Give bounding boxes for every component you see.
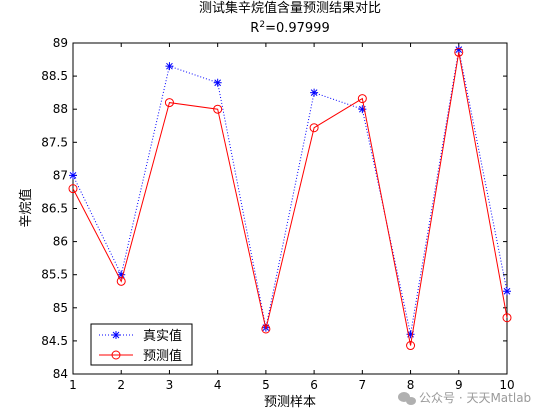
x-tick-label: 4 — [214, 378, 222, 392]
x-tick-label: 5 — [262, 378, 270, 392]
data-point-circle — [164, 98, 174, 108]
subtitle-superscript: 2 — [259, 20, 265, 30]
data-point-circle — [357, 94, 367, 104]
y-tick-label: 84.5 — [41, 334, 68, 348]
data-point-circle — [68, 184, 78, 194]
x-tick-label: 10 — [499, 378, 514, 392]
data-point-circle — [309, 123, 319, 133]
y-tick-label: 86.5 — [41, 202, 68, 216]
subtitle-value: =0.97999 — [265, 21, 330, 36]
data-point-circle — [502, 313, 512, 323]
watermark: 公众号 · 天天Matlab — [398, 391, 531, 405]
x-axis-ticks: 1 2 3 4 5 6 7 8 9 10 — [69, 43, 515, 392]
data-point-asterisk — [165, 62, 174, 71]
data-point-asterisk — [69, 171, 77, 180]
legend: 真实值 预测值 — [90, 323, 193, 366]
legend-label-pred: 预测值 — [143, 348, 182, 364]
data-point-circle — [261, 324, 271, 334]
y-tick-label: 86 — [53, 235, 68, 249]
chart-subtitle: R2=0.97999 — [250, 20, 329, 36]
data-point-circle — [406, 341, 416, 351]
data-point-asterisk — [310, 88, 319, 97]
data-point-circle — [116, 276, 126, 286]
chart-title: 测试集辛烷值含量预测结果对比 — [199, 0, 381, 16]
watermark-text: 公众号 · 天天Matlab — [419, 391, 531, 405]
x-tick-label: 6 — [310, 378, 318, 392]
y-tick-label: 88.5 — [41, 69, 68, 83]
x-tick-label: 7 — [359, 378, 367, 392]
plot-area — [72, 42, 508, 375]
y-tick-label: 85 — [53, 301, 68, 315]
y-tick-label: 89 — [53, 36, 68, 50]
y-axis-ticks: 84 84.5 85 85.5 86 86.5 87 87.5 88 88.5 89 — [41, 36, 507, 381]
y-tick-label: 88 — [53, 102, 68, 116]
legend-marker-circle-icon — [111, 350, 121, 360]
x-tick-label: 3 — [166, 378, 174, 392]
x-tick-label: 9 — [455, 378, 463, 392]
data-point-circle — [454, 47, 464, 57]
data-point-asterisk — [213, 78, 222, 87]
y-tick-label: 84 — [53, 367, 68, 381]
x-tick-label: 2 — [117, 378, 125, 392]
data-point-asterisk — [503, 287, 511, 296]
series-line-1 — [72, 49, 508, 335]
legend-label-true: 真实值 — [143, 328, 182, 344]
data-point-circle — [213, 104, 223, 114]
series-line-2 — [72, 52, 508, 346]
y-tick-label: 87.5 — [41, 135, 68, 149]
x-tick-label: 8 — [407, 378, 415, 392]
legend-box — [90, 323, 193, 366]
wechat-icon — [398, 392, 416, 405]
y-axis-label: 辛烷值 — [18, 188, 34, 227]
x-axis-label: 预测样本 — [264, 395, 316, 410]
legend-marker-asterisk-icon — [112, 331, 120, 339]
x-tick-label: 1 — [69, 378, 77, 392]
y-tick-label: 85.5 — [41, 268, 68, 282]
y-tick-label: 87 — [53, 168, 68, 182]
series-layer — [68, 45, 512, 351]
subtitle-prefix: R — [250, 21, 259, 36]
